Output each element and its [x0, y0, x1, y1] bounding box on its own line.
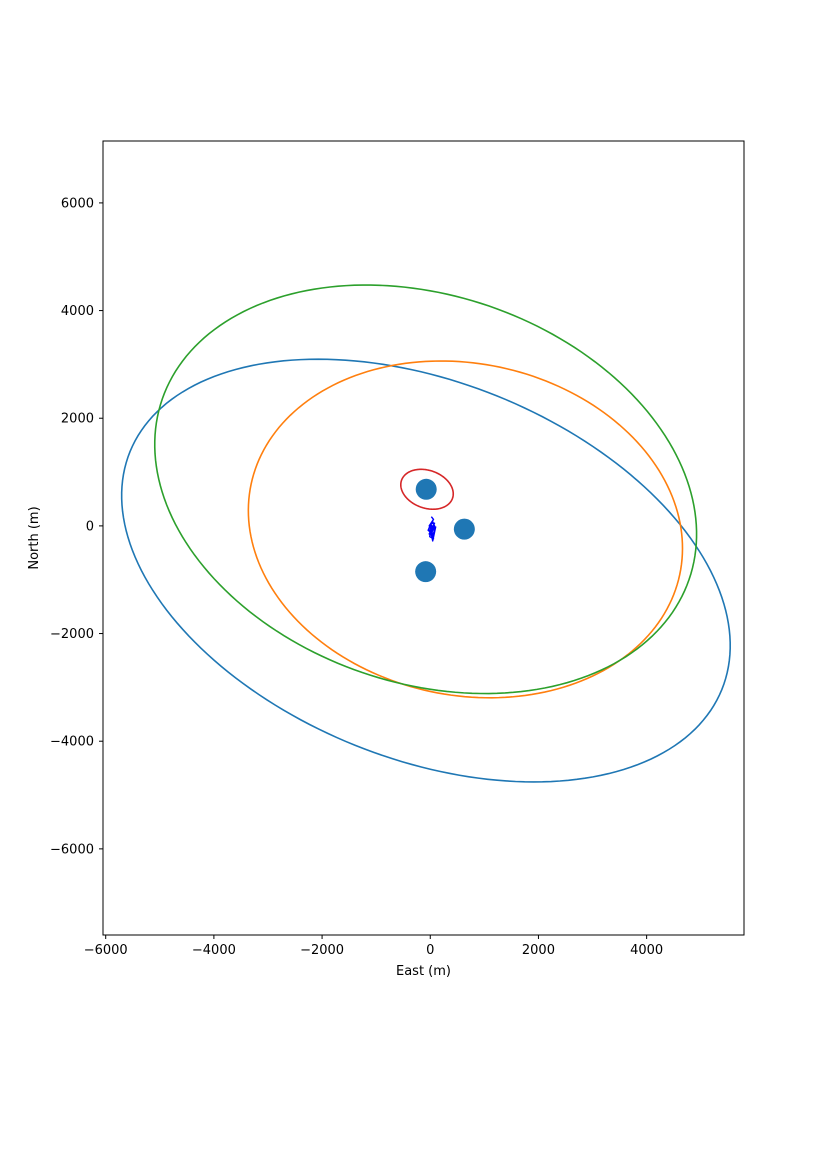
ellipse-1 — [247, 360, 684, 699]
y-tick-label: −2000 — [50, 627, 94, 642]
scatter-point-1 — [453, 518, 475, 540]
scatter-point-2 — [415, 561, 437, 583]
y-tick-label: −6000 — [50, 842, 94, 857]
y-axis-label: North (m) — [27, 506, 42, 569]
y-tick-label: −4000 — [50, 735, 94, 750]
ellipse-0 — [120, 358, 731, 783]
plot-frame — [102, 140, 745, 936]
x-tick-label: 4000 — [630, 943, 663, 958]
y-tick-label: 0 — [86, 519, 94, 534]
x-tick-label: 0 — [426, 943, 434, 958]
ellipse-3 — [153, 284, 698, 695]
chart-marks — [120, 284, 731, 783]
y-tick-label: 2000 — [61, 412, 94, 427]
x-axis-label: East (m) — [396, 964, 451, 979]
x-tick-label: −6000 — [84, 943, 128, 958]
x-axis: −6000 −4000 −2000 0 2000 4000 — [84, 935, 663, 958]
x-tick-label: −2000 — [300, 943, 344, 958]
y-tick-label: 6000 — [61, 196, 94, 211]
track-line — [427, 516, 437, 542]
y-tick-label: 4000 — [61, 304, 94, 319]
y-axis: −6000 −4000 −2000 0 2000 4000 6000 — [50, 196, 103, 857]
ellipse-2 — [399, 468, 455, 511]
x-tick-label: −4000 — [192, 943, 236, 958]
x-tick-label: 2000 — [522, 943, 555, 958]
scatter-point-0 — [415, 478, 437, 500]
